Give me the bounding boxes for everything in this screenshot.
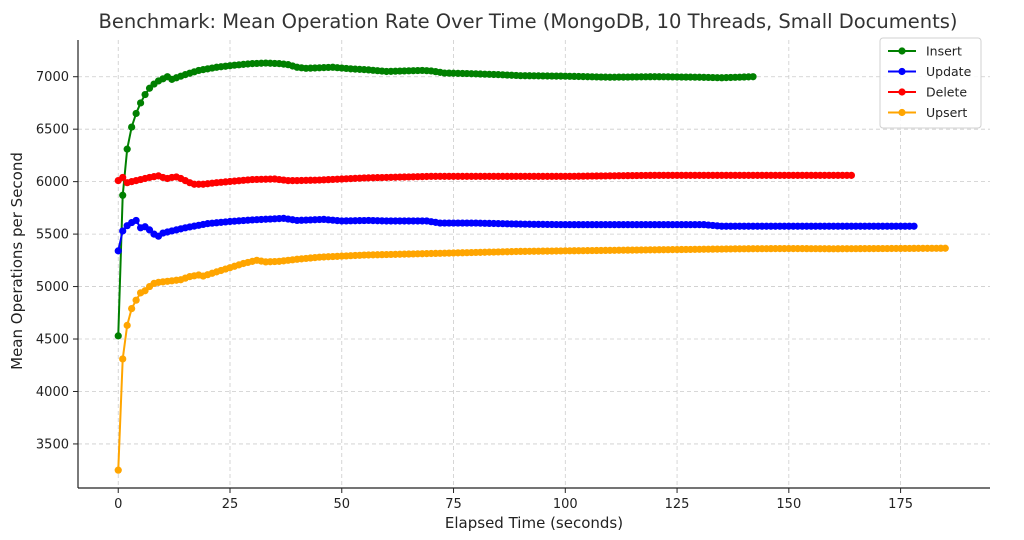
x-tick-label: 100 xyxy=(553,497,578,512)
y-tick-label: 4000 xyxy=(36,385,69,400)
data-point-delete xyxy=(119,173,127,182)
x-tick-label: 50 xyxy=(333,497,350,512)
y-tick-label: 5500 xyxy=(36,228,69,243)
series-line-insert xyxy=(117,62,754,336)
x-tick-label: 25 xyxy=(222,497,239,512)
series-upsert xyxy=(114,244,949,474)
legend-item-delete: Delete xyxy=(888,85,967,100)
data-point-insert xyxy=(114,332,122,340)
series-delete xyxy=(114,171,856,188)
data-point-update xyxy=(910,222,918,230)
data-point-insert xyxy=(123,145,131,153)
data-point-update xyxy=(132,216,140,225)
series-insert xyxy=(114,59,757,340)
x-tick-label: 125 xyxy=(665,497,690,512)
x-tick-label: 75 xyxy=(445,497,462,512)
y-tick-label: 5000 xyxy=(36,280,69,295)
data-point-update xyxy=(114,247,122,255)
data-point-insert xyxy=(132,109,140,118)
legend-item-upsert: Upsert xyxy=(888,105,967,120)
data-point-insert xyxy=(128,123,136,131)
legend-item-update: Update xyxy=(888,64,972,79)
legend-box xyxy=(879,37,982,129)
data-point-upsert xyxy=(114,466,122,474)
x-tick-label: 175 xyxy=(888,497,913,512)
legend-label: Insert xyxy=(926,44,962,59)
grid xyxy=(78,40,990,488)
x-tick-label: 150 xyxy=(776,497,801,512)
chart-title: Benchmark: Mean Operation Rate Over Time… xyxy=(98,10,957,33)
legend-swatch-marker xyxy=(898,67,906,76)
data-point-upsert xyxy=(941,244,949,252)
data-point-upsert xyxy=(128,304,136,313)
legend-item-insert: Insert xyxy=(888,44,962,59)
series-layer xyxy=(114,59,949,474)
legend-swatch-marker xyxy=(898,88,906,96)
legend-label: Delete xyxy=(926,85,967,100)
y-tick-label: 3500 xyxy=(36,437,69,452)
data-point-insert xyxy=(141,90,149,99)
data-point-insert xyxy=(119,191,127,199)
series-update xyxy=(114,214,918,255)
x-axis-label: Elapsed Time (seconds) xyxy=(445,514,623,532)
y-tick-label: 4500 xyxy=(36,333,69,348)
y-tick-label: 6000 xyxy=(36,175,69,190)
data-point-insert xyxy=(136,99,145,107)
ticks: 0 25 50 75 100 125 150 175 3500 4000 4500 5000 5500 6… xyxy=(36,70,913,512)
data-point-upsert xyxy=(119,355,127,363)
y-tick-label: 7000 xyxy=(36,70,69,85)
data-point-update xyxy=(119,227,127,235)
axes xyxy=(77,40,990,489)
y-tick-label: 6500 xyxy=(36,123,69,138)
legend-label: Upsert xyxy=(926,105,967,120)
data-point-delete xyxy=(847,171,856,179)
series-line-upsert xyxy=(117,247,946,471)
data-point-upsert xyxy=(132,296,140,304)
data-point-insert xyxy=(749,73,757,81)
legend-label: Update xyxy=(926,64,972,79)
legend-swatch-marker xyxy=(898,108,906,117)
data-point-upsert xyxy=(123,321,131,329)
y-axis-label: Mean Operations per Second xyxy=(8,152,26,370)
legend: Insert Update Delete Upsert xyxy=(879,37,982,129)
legend-swatch-marker xyxy=(898,47,906,55)
x-tick-label: 0 xyxy=(114,497,122,512)
